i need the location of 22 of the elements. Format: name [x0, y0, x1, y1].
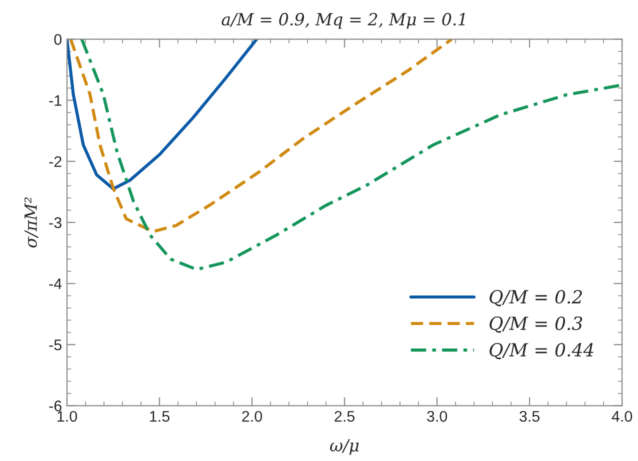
y-tick-label: -2: [49, 156, 62, 167]
x-tick-label: 3.0: [426, 410, 448, 422]
x-axis-title: ω/μ: [330, 439, 359, 455]
legend-label: Q/M = 0.3: [490, 316, 582, 333]
y-tick-label: -3: [49, 217, 62, 228]
legend-label: Q/M = 0.2: [490, 290, 582, 306]
x-tick-label: 1.0: [58, 410, 78, 422]
y-tick-label: -4: [49, 278, 62, 290]
y-tick-label: 0: [54, 34, 62, 45]
y-tick-label: -6: [49, 400, 62, 412]
y-tick-label: -1: [49, 95, 62, 106]
x-tick-label: 2.5: [334, 410, 354, 422]
x-tick-label: 1.5: [150, 411, 170, 422]
line-series: [66, 39, 258, 190]
line-series: [69, 39, 454, 234]
chart-title: a/M = 0.9, Mq = 2, Mμ = 0.1: [222, 12, 465, 29]
x-tick-label: 4.0: [612, 410, 632, 422]
y-axis-title: σ/πM²: [24, 197, 38, 248]
y-tick-label: -5: [49, 340, 62, 350]
x-tick-label: 3.5: [520, 410, 540, 422]
legend-label: Q/M = 0.44: [490, 342, 594, 360]
x-tick-label: 2.0: [242, 410, 262, 422]
